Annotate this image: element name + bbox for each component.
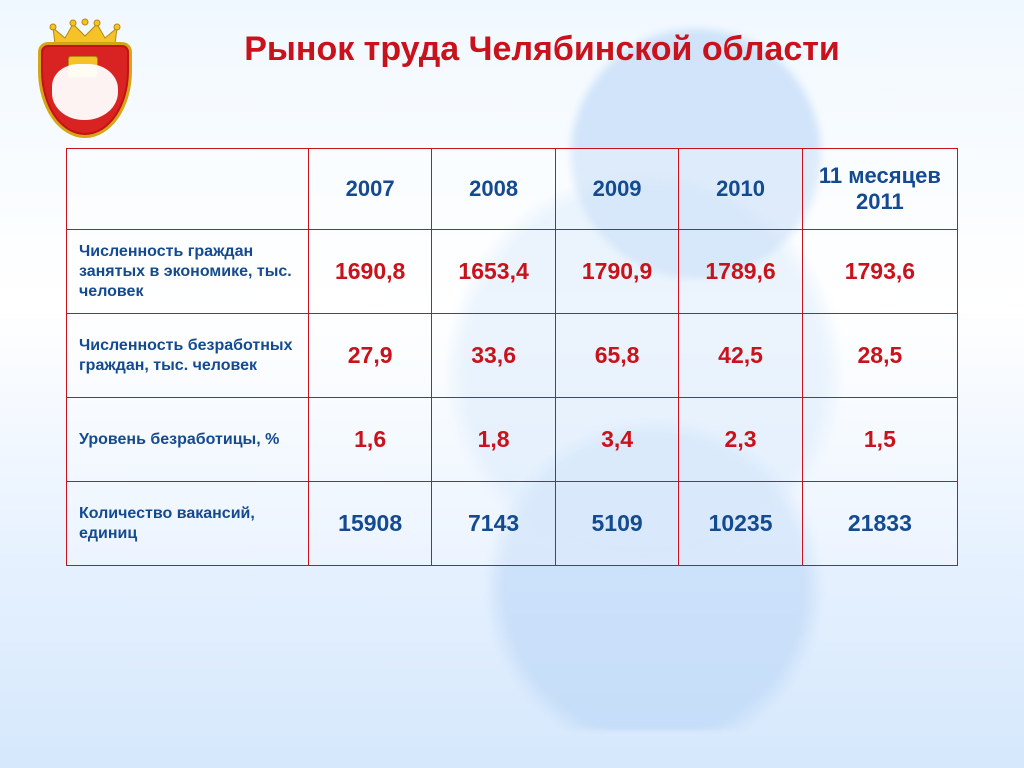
labour-market-table: 2007 2008 2009 2010 11 месяцев 2011 Числ… bbox=[66, 148, 958, 566]
table-row: Количество вакансий, единиц 15908 7143 5… bbox=[67, 482, 958, 566]
cell: 65,8 bbox=[555, 314, 678, 398]
cell: 15908 bbox=[308, 482, 431, 566]
table-row: Численность граждан занятых в экономике,… bbox=[67, 230, 958, 314]
labour-market-table-wrap: 2007 2008 2009 2010 11 месяцев 2011 Числ… bbox=[66, 148, 958, 566]
cell: 10235 bbox=[679, 482, 802, 566]
row-label: Численность безработных граждан, тыс. че… bbox=[67, 314, 309, 398]
cell: 3,4 bbox=[555, 398, 678, 482]
cell: 27,9 bbox=[308, 314, 431, 398]
col-header: 2008 bbox=[432, 149, 555, 230]
cell: 1,5 bbox=[802, 398, 957, 482]
cell: 1790,9 bbox=[555, 230, 678, 314]
table-corner-cell bbox=[67, 149, 309, 230]
table-row: Численность безработных граждан, тыс. че… bbox=[67, 314, 958, 398]
cell: 7143 bbox=[432, 482, 555, 566]
cell: 1690,8 bbox=[308, 230, 431, 314]
cell: 2,3 bbox=[679, 398, 802, 482]
cell: 1789,6 bbox=[679, 230, 802, 314]
slide-title: Рынок труда Челябинской области bbox=[60, 30, 1024, 69]
cell: 5109 bbox=[555, 482, 678, 566]
col-header: 2009 bbox=[555, 149, 678, 230]
cell: 21833 bbox=[802, 482, 957, 566]
slide-title-wrap: Рынок труда Челябинской области bbox=[0, 30, 1024, 69]
col-header: 2007 bbox=[308, 149, 431, 230]
col-header: 2010 bbox=[679, 149, 802, 230]
cell: 1,6 bbox=[308, 398, 431, 482]
camel-icon bbox=[52, 64, 118, 120]
cell: 1653,4 bbox=[432, 230, 555, 314]
row-label: Численность граждан занятых в экономике,… bbox=[67, 230, 309, 314]
cell: 33,6 bbox=[432, 314, 555, 398]
table-header-row: 2007 2008 2009 2010 11 месяцев 2011 bbox=[67, 149, 958, 230]
cell: 42,5 bbox=[679, 314, 802, 398]
row-label: Количество вакансий, единиц bbox=[67, 482, 309, 566]
cell: 1,8 bbox=[432, 398, 555, 482]
row-label: Уровень безработицы, % bbox=[67, 398, 309, 482]
cell: 28,5 bbox=[802, 314, 957, 398]
cell: 1793,6 bbox=[802, 230, 957, 314]
table-row: Уровень безработицы, % 1,6 1,8 3,4 2,3 1… bbox=[67, 398, 958, 482]
col-header: 11 месяцев 2011 bbox=[802, 149, 957, 230]
